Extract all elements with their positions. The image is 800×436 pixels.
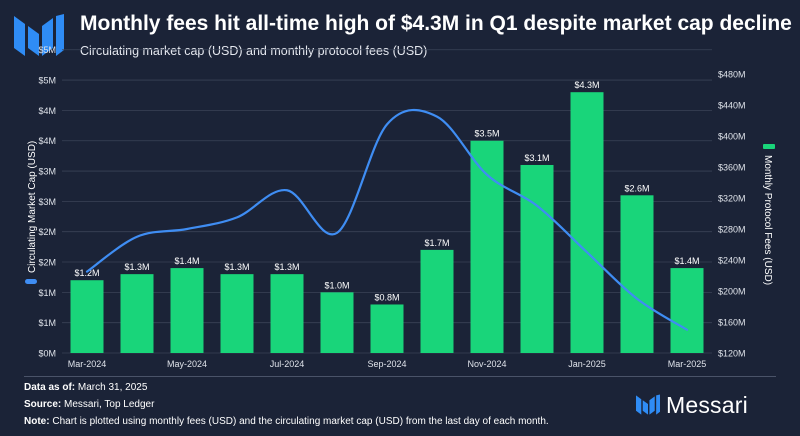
left-axis-tick-label: $0M xyxy=(38,349,56,359)
fee-bar xyxy=(620,195,654,353)
left-axis-tick-label: $2M xyxy=(38,227,56,237)
footer-data-as-of: Data as of: March 31, 2025 xyxy=(24,382,148,393)
fee-bar xyxy=(670,268,704,353)
fee-bar xyxy=(370,304,404,353)
left-axis-tick-label: $5M xyxy=(38,45,56,55)
right-axis-tick-label: $160M xyxy=(718,318,746,328)
right-axis-tick-label: $120M xyxy=(718,349,746,359)
messari-brand-icon xyxy=(636,394,660,415)
bar-legend-marker xyxy=(763,144,775,149)
left-axis-tick-label: $3M xyxy=(38,167,56,177)
chart-title: Monthly fees hit all-time high of $4.3M … xyxy=(80,12,792,35)
fee-bar xyxy=(420,249,454,353)
line-legend-marker xyxy=(25,279,37,284)
right-axis-tick-label: $400M xyxy=(718,132,746,142)
right-axis-title-text: Monthly Protocol Fees (USD) xyxy=(762,155,773,285)
right-axis-tick-label: $440M xyxy=(718,101,746,111)
bar-value-label: $3.5M xyxy=(474,129,499,139)
footer-divider xyxy=(24,376,776,377)
x-axis-tick-label: Sep-2024 xyxy=(367,359,406,369)
right-axis-tick-label: $480M xyxy=(718,70,746,80)
right-axis-tick-label: $320M xyxy=(718,194,746,204)
fee-bar xyxy=(470,140,504,353)
left-axis-title-text: Circulating Market Cap (USD) xyxy=(27,141,38,273)
right-axis-title: Monthly Protocol Fees (USD) xyxy=(762,144,775,285)
fee-bar xyxy=(320,292,354,353)
fee-bar xyxy=(570,92,604,354)
right-axis-tick-label: $200M xyxy=(718,287,746,297)
fee-bar xyxy=(120,274,154,353)
x-axis-tick-label: Mar-2025 xyxy=(668,359,707,369)
left-axis-tick-label: $5M xyxy=(38,76,56,86)
left-axis-tick-label: $3M xyxy=(38,197,56,207)
x-axis-tick-label: Jan-2025 xyxy=(568,359,606,369)
left-axis-tick-label: $4M xyxy=(38,136,56,146)
fee-bar xyxy=(220,274,254,353)
market-cap-line xyxy=(85,108,689,331)
left-axis-tick-label: $2M xyxy=(38,258,56,268)
bar-value-label: $1.3M xyxy=(124,262,149,272)
x-axis-tick-label: Mar-2024 xyxy=(68,359,107,369)
x-axis-tick-label: May-2024 xyxy=(167,359,207,369)
chart-canvas: $0M $1M $1M $2M $2M $3M $3M $4M $4M $5M $5M $120M $1… xyxy=(25,45,775,369)
bar-value-label: $0.8M xyxy=(374,292,399,302)
x-axis-tick-label: Nov-2024 xyxy=(467,359,506,369)
fee-bar xyxy=(70,280,104,353)
fee-bar xyxy=(520,164,554,353)
bar-value-label: $1.4M xyxy=(174,256,199,266)
left-axis-title: Circulating Market Cap (USD) xyxy=(25,141,38,284)
fee-bar xyxy=(170,268,204,353)
bar-value-label: $2.6M xyxy=(624,183,649,193)
messari-logo-icon xyxy=(14,14,64,56)
left-axis-tick-label: $1M xyxy=(38,318,56,328)
right-axis-tick-label: $240M xyxy=(718,256,746,266)
footer-source: Source: Messari, Top Ledger xyxy=(24,399,155,410)
bar-value-label: $4.3M xyxy=(574,80,599,90)
left-axis-tick-label: $4M xyxy=(38,106,56,116)
bar-value-label: $3.1M xyxy=(524,153,549,163)
footer-note: Note: Chart is plotted using monthly fee… xyxy=(24,416,549,427)
x-axis-tick-label: Jul-2024 xyxy=(270,359,305,369)
right-axis-tick-label: $360M xyxy=(718,163,746,173)
bar-value-label: $1.4M xyxy=(674,256,699,266)
left-axis-tick-label: $1M xyxy=(38,288,56,298)
bar-value-label: $1.3M xyxy=(224,262,249,272)
brand-name: Messari xyxy=(666,391,748,418)
right-axis-tick-label: $280M xyxy=(718,225,746,235)
fee-bar xyxy=(270,274,304,353)
brand-logo: Messari xyxy=(636,392,748,418)
bar-value-label: $1.2M xyxy=(74,268,99,278)
bar-value-label: $1.0M xyxy=(324,280,349,290)
bar-value-label: $1.7M xyxy=(424,238,449,248)
chart-subtitle: Circulating market cap (USD) and monthly… xyxy=(80,44,428,58)
bar-value-label: $1.3M xyxy=(274,262,299,272)
